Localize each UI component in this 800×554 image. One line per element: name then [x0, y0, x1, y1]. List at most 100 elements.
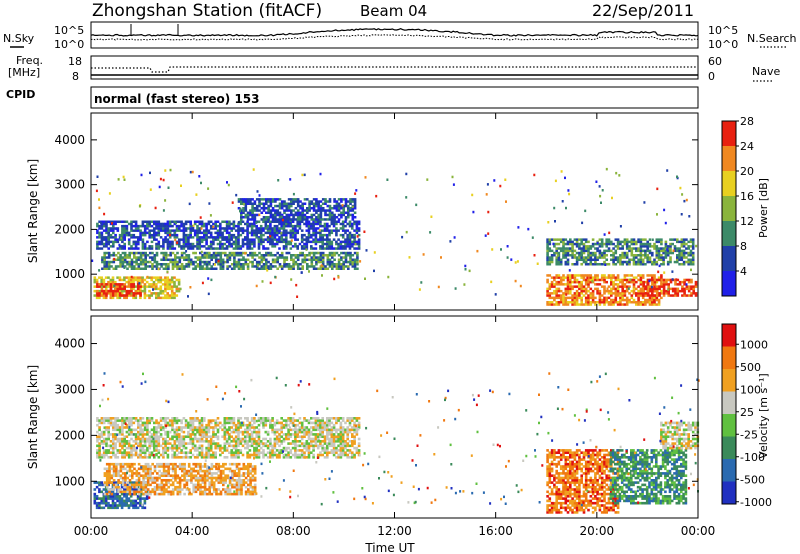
heatmap-cell: [296, 204, 300, 208]
heatmap-cell: [587, 296, 590, 300]
heatmap-cell: [291, 224, 295, 228]
heatmap-cell: [280, 215, 283, 218]
heatmap-cell: [353, 202, 357, 205]
heatmap-cell: [127, 419, 131, 422]
heatmap-cell: [582, 260, 586, 264]
heatmap-cell: [255, 224, 258, 228]
heatmap-cell: [271, 231, 274, 235]
heatmap-cell: [575, 278, 579, 282]
heatmap-cell: [257, 227, 261, 230]
heatmap-cell: [246, 213, 250, 217]
heatmap-cell: [280, 435, 283, 438]
heatmap-cell: [291, 433, 295, 436]
heatmap-cell: [137, 247, 140, 250]
heatmap-cell: [255, 435, 258, 438]
heatmap-cell: [305, 449, 309, 452]
heatmap-cell: [166, 430, 170, 434]
heatmap-cell: [339, 233, 343, 237]
heatmap-cell: [121, 236, 124, 239]
heatmap-cell: [182, 444, 186, 448]
heatmap-cell: [648, 249, 652, 253]
heatmap-cell: [209, 446, 213, 450]
heatmap-cell: [682, 263, 686, 266]
heatmap-cell: [331, 251, 334, 255]
heatmap-cell: [294, 419, 297, 422]
heatmap-cell: [310, 263, 314, 266]
heatmap-cell: [610, 242, 613, 246]
heatmap-cell: [191, 446, 195, 450]
heatmap-cell: [274, 211, 277, 214]
heatmap-cell: [630, 294, 634, 297]
heatmap-cell: [287, 251, 291, 255]
heatmap-cell: [644, 285, 648, 288]
heatmap-cell: [639, 287, 643, 291]
heatmap-cell: [312, 227, 315, 230]
heatmap-cell: [584, 249, 588, 253]
heatmap-cell: [280, 204, 284, 208]
heatmap-cell: [137, 251, 141, 255]
heatmap-cell: [639, 240, 643, 244]
heatmap-cell: [237, 229, 240, 232]
heatmap-cell: [105, 227, 108, 230]
heatmap-cell: [266, 224, 270, 228]
heatmap-cell: [271, 430, 274, 434]
heatmap-cell: [628, 258, 631, 261]
heatmap-cell: [155, 287, 158, 291]
noise-tick-top-right: 10^5: [708, 24, 738, 37]
heatmap-cell: [178, 419, 181, 422]
heatmap-cell: [312, 202, 316, 205]
heatmap-cell: [568, 269, 571, 272]
heatmap-cell: [562, 292, 565, 295]
heatmap-cell: [310, 222, 313, 226]
heatmap-cell: [587, 254, 590, 257]
heatmap-cell: [317, 202, 320, 205]
heatmap-cell: [283, 256, 286, 259]
heatmap-cell: [285, 231, 288, 235]
heatmap-cell: [486, 183, 489, 186]
heatmap-cell: [265, 258, 268, 261]
heatmap-cell: [669, 278, 673, 282]
heatmap-cell: [589, 294, 593, 297]
heatmap-cell: [546, 263, 549, 266]
heatmap-cell: [185, 263, 188, 266]
heatmap-cell: [117, 256, 120, 259]
heatmap-cell: [164, 280, 167, 284]
heatmap-cell: [193, 437, 197, 441]
heatmap-cell: [285, 251, 289, 255]
heatmap-cell: [265, 216, 268, 219]
heatmap-cell: [121, 265, 125, 268]
heatmap-cell: [98, 451, 101, 454]
heatmap-cell: [164, 222, 167, 226]
heatmap-cell: [209, 456, 213, 459]
heatmap-cell: [234, 426, 238, 429]
heatmap-cell: [185, 265, 188, 268]
heatmap-cell: [635, 260, 638, 264]
heatmap-cell: [548, 256, 552, 259]
heatmap-cell: [335, 251, 339, 255]
heatmap-cell: [184, 238, 188, 241]
heatmap-cell: [246, 258, 250, 261]
heatmap-cell: [185, 256, 188, 259]
heatmap-cell: [275, 428, 279, 432]
heatmap-cell: [296, 209, 300, 212]
heatmap-cell: [275, 442, 279, 445]
heatmap-cell: [303, 430, 306, 434]
heatmap-cell: [616, 287, 620, 291]
heatmap-cell: [303, 435, 306, 438]
heatmap-cell: [271, 238, 274, 241]
heatmap-cell: [566, 287, 570, 291]
heatmap-cell: [680, 263, 684, 266]
heatmap-cell: [170, 287, 174, 291]
heatmap-cell: [255, 451, 258, 454]
heatmap-cell: [616, 256, 620, 259]
heatmap-cell: [580, 249, 583, 253]
heatmap-cell: [237, 423, 240, 427]
heatmap-cell: [326, 213, 330, 217]
heatmap-cell: [274, 218, 277, 221]
heatmap-cell: [249, 218, 252, 221]
heatmap-cell: [333, 216, 336, 219]
heatmap-cell: [591, 289, 595, 293]
heatmap-cell: [121, 251, 125, 255]
heatmap-cell: [150, 278, 153, 282]
heatmap-cell: [282, 224, 286, 228]
